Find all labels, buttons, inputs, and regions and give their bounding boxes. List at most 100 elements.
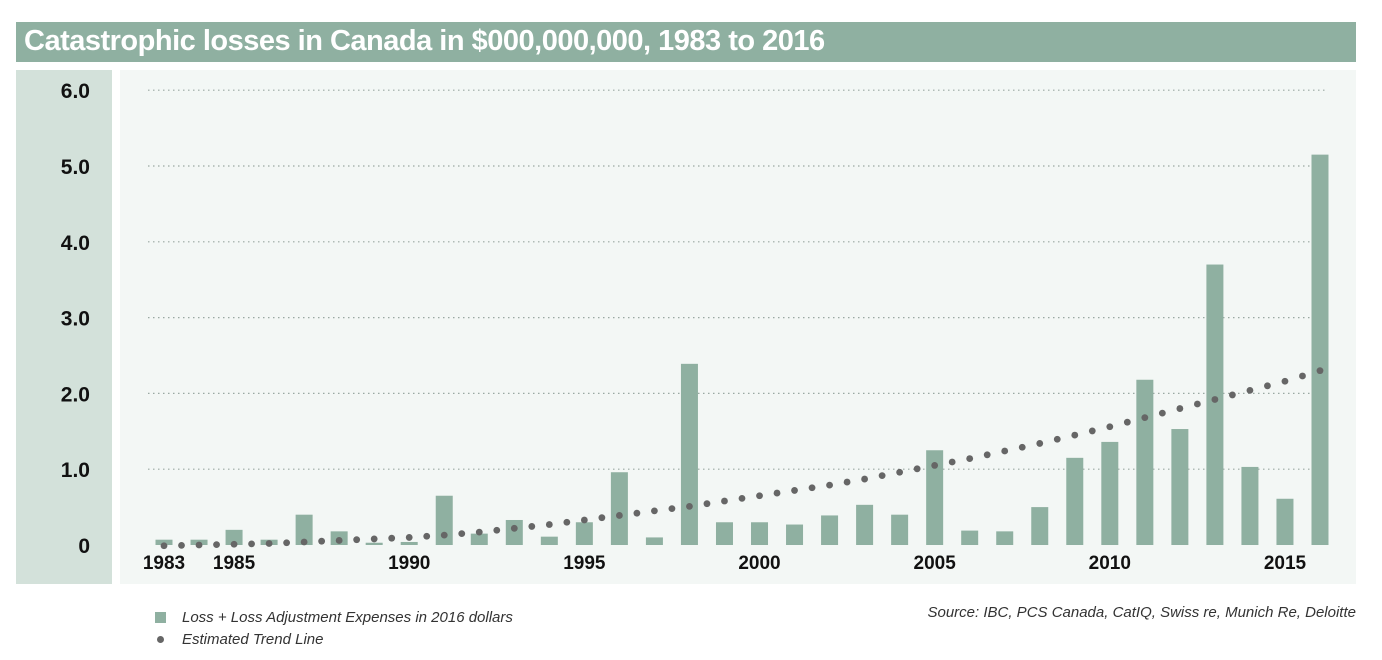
- trend-point: [458, 530, 466, 538]
- trend-point: [160, 542, 168, 550]
- trend-point: [370, 535, 378, 543]
- trend-point: [843, 478, 851, 486]
- trend-point: [248, 540, 255, 548]
- source-note: Source: IBC, PCS Canada, CatIQ, Swiss re…: [927, 604, 1356, 621]
- trend-point: [1001, 447, 1009, 455]
- chart-title-bar: Catastrophic losses in Canada in $000,00…: [16, 22, 1356, 62]
- x-tick-label: 2015: [1264, 553, 1307, 574]
- trend-point: [1264, 382, 1271, 390]
- trend-point: [265, 540, 273, 547]
- bar: [1241, 466, 1259, 545]
- bar: [295, 514, 313, 545]
- trend-point: [738, 494, 746, 502]
- y-tick-label: 2.0: [61, 383, 90, 406]
- trend-point: [808, 484, 816, 492]
- trend-point: [983, 451, 991, 459]
- bar: [575, 522, 593, 545]
- trend-point: [283, 539, 291, 547]
- trend-point: [493, 526, 501, 534]
- trend-point: [510, 524, 518, 532]
- trend-point: [1141, 414, 1149, 422]
- trend-point: [195, 541, 203, 549]
- trend-point: [1106, 423, 1114, 431]
- legend-bar-swatch: [155, 611, 166, 623]
- bar: [996, 531, 1014, 545]
- chart-title: Catastrophic losses in Canada in $000,00…: [24, 25, 825, 57]
- trend-point: [826, 481, 833, 489]
- trend-point: [598, 514, 606, 522]
- trend-point: [773, 489, 781, 497]
- trend-point: [966, 455, 974, 462]
- trend-point: [1299, 372, 1306, 380]
- legend-item-bars: Loss + Loss Adjustment Expenses in 2016 …: [155, 606, 513, 628]
- bar: [610, 472, 628, 545]
- y-tick-label: 6.0: [61, 80, 90, 103]
- y-tick-label: 0: [78, 535, 90, 558]
- trend-point: [545, 521, 553, 528]
- bar: [225, 529, 243, 545]
- trend-point: [1036, 440, 1044, 447]
- trend-point: [948, 458, 956, 466]
- bar: [1206, 264, 1224, 545]
- trend-point: [423, 532, 431, 540]
- trend-point: [580, 516, 588, 524]
- bar: [926, 450, 944, 545]
- trend-point: [388, 534, 396, 542]
- bar: [1136, 379, 1154, 545]
- trend-point: [1229, 391, 1236, 399]
- trend-point: [1211, 396, 1219, 403]
- trend-point: [440, 531, 448, 539]
- x-tick-label: 1990: [388, 553, 430, 574]
- legend-trend-dot: [157, 635, 164, 643]
- bar: [1031, 507, 1049, 545]
- trend-point: [703, 500, 711, 508]
- trend-point: [1246, 386, 1254, 394]
- trend-point: [686, 502, 693, 510]
- trend-point: [353, 536, 361, 544]
- bar: [821, 515, 839, 545]
- legend-item-trend: Estimated Trend Line: [155, 628, 513, 650]
- bar: [1066, 457, 1084, 545]
- legend-bar-label: Loss + Loss Adjustment Expenses in 2016 …: [182, 608, 513, 626]
- y-tick-label: 3.0: [61, 308, 90, 331]
- bar-chart: 0 1.0 2.0 3.0 4.0 5.0 6.0 1983 1985 1990 1995 2000 2…: [61, 80, 1329, 574]
- trend-point: [1071, 431, 1079, 439]
- trend-point: [528, 523, 536, 530]
- trend-point: [1281, 377, 1289, 385]
- bar: [435, 495, 453, 545]
- trend-point: [1018, 443, 1026, 451]
- trend-point: [178, 541, 185, 549]
- trend-point: [1193, 400, 1201, 408]
- trend-point: [318, 537, 326, 545]
- trend-point: [896, 468, 904, 476]
- bar: [1276, 498, 1294, 545]
- trend-point: [1158, 409, 1166, 417]
- y-tick-label: 4.0: [61, 232, 90, 255]
- bar: [786, 524, 804, 545]
- trend-point: [668, 505, 676, 513]
- legend-trend-label: Estimated Trend Line: [182, 630, 324, 648]
- bar: [1311, 154, 1329, 545]
- x-tick-label: 1983: [143, 553, 185, 574]
- y-tick-label: 5.0: [61, 156, 90, 179]
- x-tick-label: 2005: [914, 553, 957, 574]
- bar: [715, 522, 733, 545]
- trend-point: [1088, 427, 1096, 435]
- trend-point: [861, 475, 868, 483]
- trend-point: [791, 487, 798, 494]
- trend-point: [913, 465, 921, 473]
- bar: [961, 530, 979, 545]
- bar: [155, 539, 173, 545]
- trend-point: [300, 538, 308, 546]
- trend-point: [633, 509, 641, 517]
- bar: [751, 522, 769, 545]
- trend-point: [1123, 418, 1131, 426]
- legend: Loss + Loss Adjustment Expenses in 2016 …: [155, 606, 513, 650]
- bar: [856, 504, 874, 545]
- trend-point: [721, 497, 728, 505]
- trend-point: [615, 512, 623, 519]
- bar: [400, 541, 418, 545]
- bar: [891, 514, 909, 545]
- trend-point: [878, 472, 886, 480]
- trend-point: [230, 540, 238, 548]
